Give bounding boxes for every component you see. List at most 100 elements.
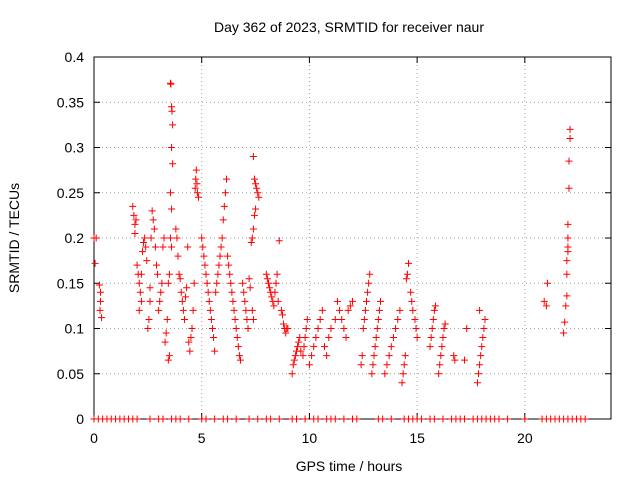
data-point <box>95 281 103 289</box>
data-point <box>314 415 322 423</box>
data-point <box>218 234 226 242</box>
data-point <box>149 216 157 224</box>
data-point <box>377 297 385 305</box>
data-point <box>562 302 570 310</box>
data-point <box>129 202 137 210</box>
data-point <box>542 302 550 310</box>
data-point <box>217 243 225 251</box>
data-point <box>357 361 365 369</box>
data-point <box>203 279 211 287</box>
data-point <box>563 292 571 300</box>
data-point <box>241 297 249 305</box>
data-point <box>161 338 169 346</box>
data-point <box>135 279 143 287</box>
data-point <box>358 352 366 360</box>
data-point <box>167 80 175 88</box>
data-point <box>563 270 571 278</box>
y-tick-label: 0.15 <box>57 275 84 291</box>
x-tick-label: 15 <box>409 430 425 446</box>
data-point <box>208 325 216 332</box>
data-point <box>247 239 255 247</box>
data-point <box>262 270 270 278</box>
data-point <box>369 361 377 369</box>
data-point <box>229 297 237 305</box>
data-point <box>564 243 572 251</box>
data-point <box>145 315 153 323</box>
data-point <box>154 270 162 278</box>
data-point <box>216 252 224 260</box>
data-point <box>151 243 159 251</box>
data-point <box>143 257 151 265</box>
data-point <box>323 352 331 360</box>
data-point <box>295 338 303 346</box>
data-point <box>387 415 395 423</box>
data-point <box>407 288 415 296</box>
data-point <box>204 288 212 296</box>
data-point <box>91 259 99 267</box>
data-point <box>252 205 260 213</box>
data-point <box>278 311 286 319</box>
data-point <box>426 343 434 351</box>
data-point <box>399 370 407 378</box>
data-point <box>176 275 184 283</box>
data-point <box>481 315 489 323</box>
data-point <box>363 297 371 305</box>
data-point <box>159 243 167 251</box>
data-point <box>176 415 184 423</box>
data-point <box>401 352 409 360</box>
data-point <box>385 352 393 360</box>
data-point <box>275 415 283 423</box>
data-point <box>166 234 174 242</box>
data-point <box>162 329 170 337</box>
data-point <box>272 279 280 287</box>
data-point <box>193 189 201 197</box>
y-tick-label: 0.3 <box>65 140 85 156</box>
data-point <box>253 184 261 192</box>
data-point <box>202 270 210 278</box>
data-point <box>189 306 197 314</box>
data-point <box>131 229 139 237</box>
data-point <box>270 302 278 310</box>
data-point <box>275 237 283 245</box>
data-point <box>180 315 188 323</box>
data-point <box>133 261 141 269</box>
data-point <box>379 415 387 423</box>
data-point <box>441 320 449 328</box>
data-point <box>359 325 367 332</box>
data-point <box>165 270 173 278</box>
data-point <box>98 314 106 322</box>
data-point <box>243 315 251 323</box>
data-point <box>96 297 104 305</box>
data-point <box>333 297 341 305</box>
data-point <box>263 275 271 283</box>
x-tick-label: 0 <box>90 430 98 446</box>
data-point <box>344 306 352 314</box>
data-point <box>417 415 425 423</box>
data-point <box>361 306 369 314</box>
data-point <box>476 306 484 314</box>
data-point <box>249 225 257 233</box>
data-point <box>210 334 218 342</box>
data-point <box>292 415 300 423</box>
data-point <box>560 329 568 337</box>
data-point <box>131 220 139 228</box>
data-point <box>411 315 419 323</box>
data-point <box>273 270 281 278</box>
data-point <box>200 252 208 260</box>
data-point <box>183 284 191 292</box>
data-point <box>231 315 239 323</box>
data-point <box>282 329 290 337</box>
data-point <box>271 288 279 296</box>
data-point <box>495 415 503 423</box>
data-point <box>392 325 400 332</box>
data-point <box>288 370 296 378</box>
data-point <box>157 288 165 296</box>
axis-ticks: 0 0.05 0.1 0.15 0.2 0.25 0.3 0.35 0.4 0 5 10 15 20 <box>57 49 611 446</box>
data-point <box>168 205 176 213</box>
data-point <box>252 180 260 188</box>
data-point <box>164 356 172 364</box>
data-point <box>301 334 309 342</box>
data-point <box>177 288 185 296</box>
data-point <box>234 343 242 351</box>
data-point <box>342 334 350 342</box>
